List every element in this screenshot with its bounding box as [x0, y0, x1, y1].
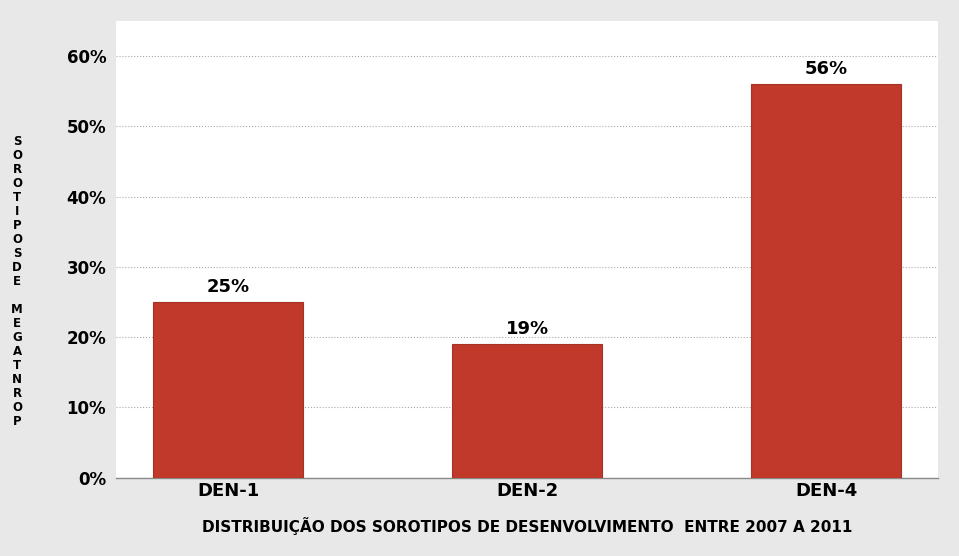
Text: 19%: 19%: [505, 320, 549, 339]
Bar: [453, 344, 602, 478]
Text: 25%: 25%: [206, 279, 249, 296]
Text: 56%: 56%: [805, 61, 848, 78]
Bar: [751, 84, 901, 478]
X-axis label: DISTRIBUIÇÃO DOS SOROTIPOS DE DESENVOLVIMENTO  ENTRE 2007 A 2011: DISTRIBUIÇÃO DOS SOROTIPOS DE DESENVOLVI…: [201, 517, 853, 535]
Bar: [153, 302, 303, 478]
Text: S
O
R
O
T
I
P
O
S
D
E
 
M
E
G
A
T
N
R
O
P: S O R O T I P O S D E M E G A T N R O P: [12, 135, 23, 428]
